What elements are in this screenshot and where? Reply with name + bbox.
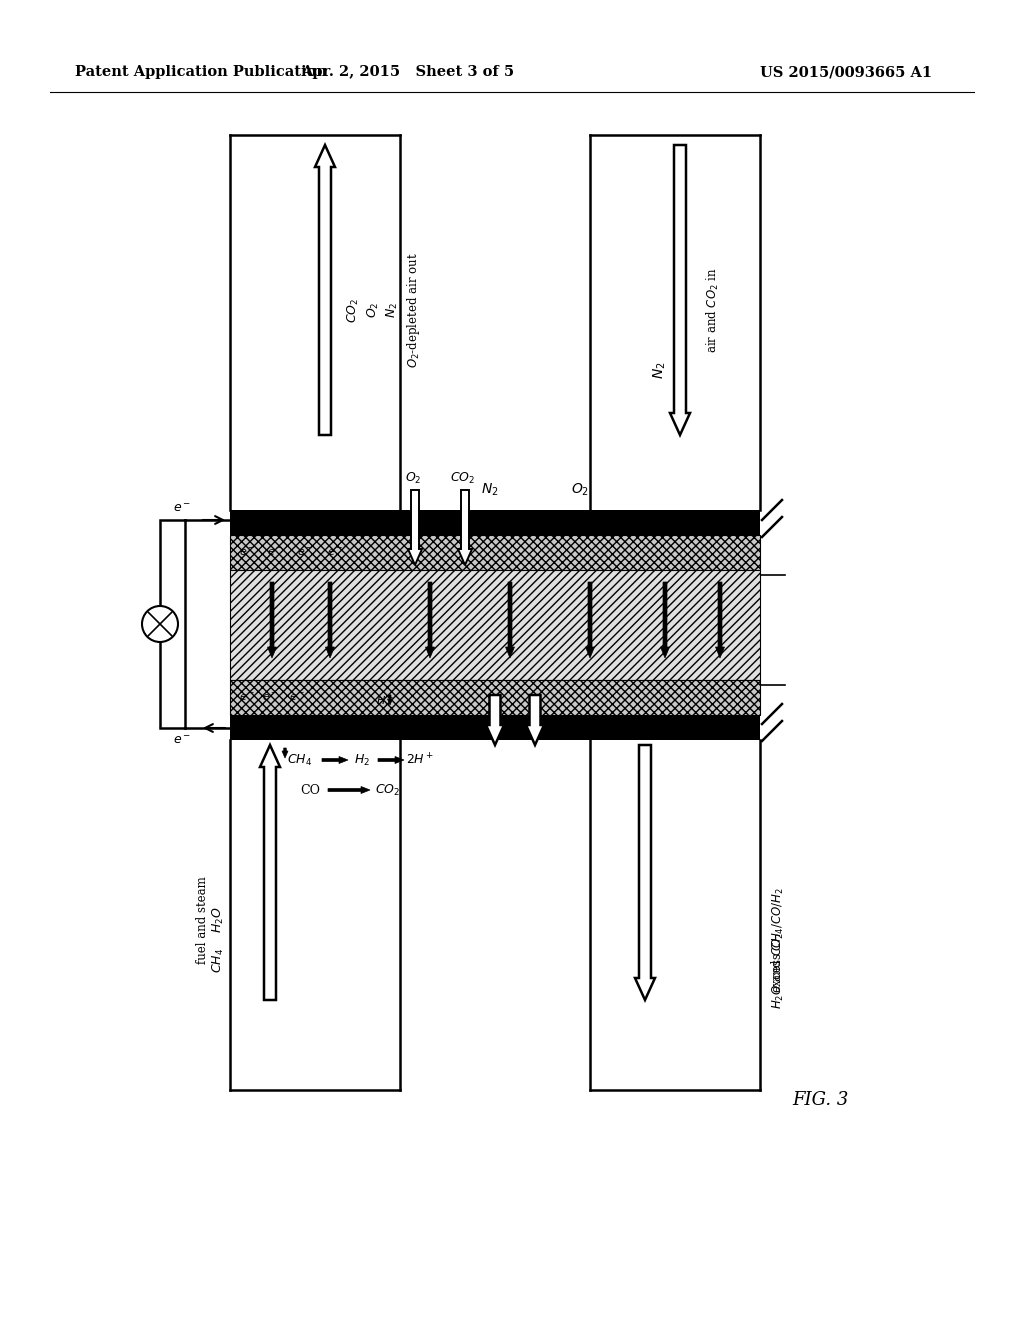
Text: $CO_3^{2-}$: $CO_3^{2-}$ [316,566,344,583]
Text: $CH_4$: $CH_4$ [211,948,225,973]
Text: $O_2$: $O_2$ [366,302,381,318]
Text: $H_2O$: $H_2O$ [211,907,225,933]
FancyArrow shape [635,744,655,1001]
Text: $e^-$: $e^-$ [262,692,279,702]
Text: $CO_3^{2-}$: $CO_3^{2-}$ [706,566,734,583]
Text: $N_2$: $N_2$ [481,482,499,498]
Bar [230,715,760,741]
FancyArrow shape [282,748,288,758]
Text: $e^-$: $e^-$ [289,692,305,702]
Text: $CO_2$: $CO_2$ [345,297,360,322]
FancyArrow shape [426,582,434,657]
Text: $CO_2$: $CO_2$ [480,676,506,690]
Text: $H_2O$: $H_2O$ [522,676,549,690]
Text: $O_2$: $O_2$ [571,482,589,498]
Text: FIG. 3: FIG. 3 [792,1092,848,1109]
Text: $2H^+$: $2H^+$ [406,752,434,768]
Text: excess $CH_4/CO/H_2$: excess $CH_4/CO/H_2$ [770,887,785,993]
FancyArrow shape [328,787,370,793]
FancyArrow shape [322,756,348,763]
Text: $e^-$: $e^-$ [173,502,191,515]
Text: $CO_3^{2-}$: $CO_3^{2-}$ [577,566,604,583]
FancyArrow shape [670,145,690,436]
Text: $e^-$: $e^-$ [327,546,343,557]
FancyArrow shape [586,582,595,657]
Text: $N_2$: $N_2$ [652,362,669,379]
Bar [230,680,760,715]
Text: $N_2$: $N_2$ [384,302,399,318]
Text: Patent Application Publication: Patent Application Publication [75,65,327,79]
Text: $e^-$: $e^-$ [239,546,255,557]
FancyArrow shape [408,490,422,565]
Bar [230,510,760,535]
Text: $e^-$: $e^-$ [297,546,313,557]
Bar [230,535,760,570]
Text: air and $CO_2$ in: air and $CO_2$ in [705,267,721,352]
Text: Apr. 2, 2015   Sheet 3 of 5: Apr. 2, 2015 Sheet 3 of 5 [301,65,515,79]
Text: $CO_3^{2-}$: $CO_3^{2-}$ [416,566,444,583]
Text: $H_2O$ and $CO_2$: $H_2O$ and $CO_2$ [770,932,786,1008]
Text: $O_2$-depleted air out: $O_2$-depleted air out [404,252,422,368]
FancyArrow shape [458,490,472,565]
Text: $CO_3^{2-}$: $CO_3^{2-}$ [496,566,524,583]
Bar [230,570,760,680]
FancyArrow shape [526,696,544,744]
Text: $e^-$: $e^-$ [173,734,191,747]
FancyArrow shape [387,696,392,705]
Text: $CH_4$: $CH_4$ [288,752,312,767]
FancyArrow shape [506,582,514,657]
Text: US 2015/0093665 A1: US 2015/0093665 A1 [760,65,932,79]
Text: $H_2$: $H_2$ [354,752,370,767]
Circle shape [142,606,178,642]
Text: $e^-$: $e^-$ [267,546,284,557]
Text: $H^+$: $H^+$ [376,693,394,708]
FancyArrow shape [660,582,670,657]
FancyArrow shape [315,145,335,436]
Text: $CO_3^{2-}$: $CO_3^{2-}$ [258,566,286,583]
Text: $e^-$: $e^-$ [239,692,255,702]
FancyArrow shape [378,756,404,763]
Text: $CO_2$: $CO_2$ [376,783,400,797]
FancyArrow shape [486,696,504,744]
FancyArrow shape [326,582,335,657]
Text: CO: CO [300,784,319,796]
FancyArrow shape [260,744,280,1001]
FancyArrow shape [267,582,276,657]
FancyArrow shape [716,582,725,657]
Text: $CO_2$: $CO_2$ [451,470,475,486]
Text: $CO_3^{2-}$: $CO_3^{2-}$ [651,566,679,583]
Text: fuel and steam: fuel and steam [197,876,210,964]
Text: $O_2$: $O_2$ [404,470,421,486]
